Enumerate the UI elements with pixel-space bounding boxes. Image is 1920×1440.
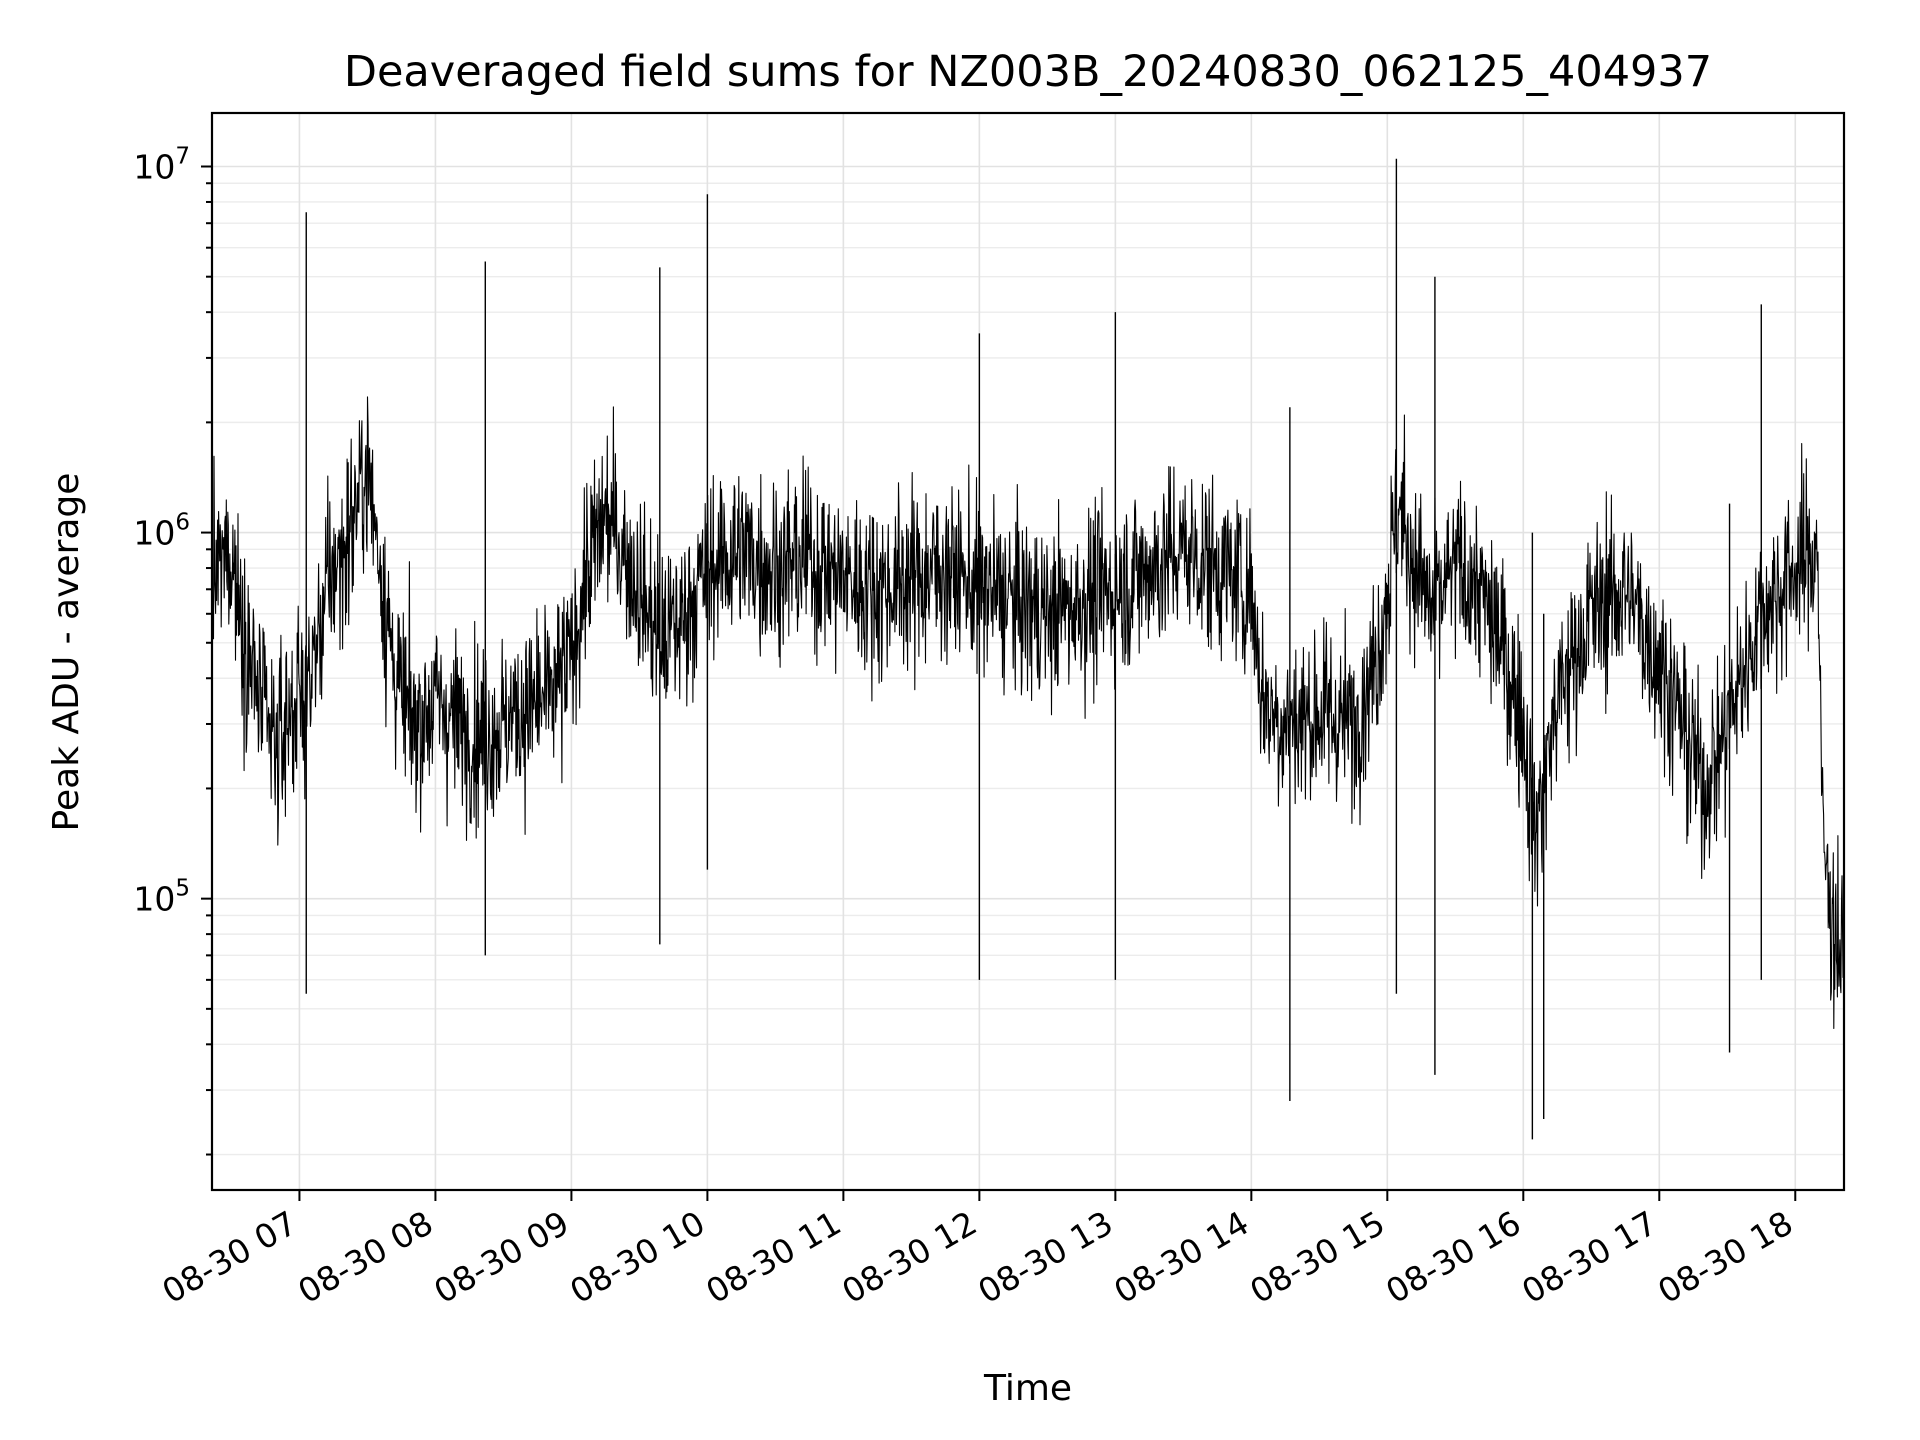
chart-title: Deaveraged field sums for NZ003B_2024083… bbox=[344, 47, 1712, 97]
y-tick-label: 105 bbox=[133, 876, 190, 919]
series-line bbox=[211, 396, 1845, 1030]
y-tick-label: 106 bbox=[133, 510, 190, 553]
x-axis-label: Time bbox=[983, 1368, 1072, 1409]
y-axis-label: Peak ADU - average bbox=[46, 473, 87, 832]
y-tick-label: 107 bbox=[133, 143, 190, 186]
plot-frame bbox=[210, 111, 1846, 1192]
series-layer bbox=[211, 158, 1845, 1140]
